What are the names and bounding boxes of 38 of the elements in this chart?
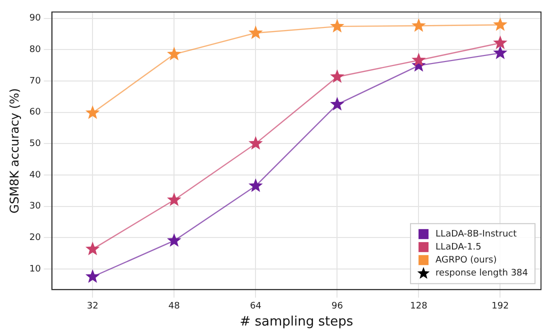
legend-label: LLaDA-1.5	[436, 242, 482, 252]
point	[330, 96, 344, 110]
y-axis-title: GSM8K accuracy (%)	[7, 88, 22, 214]
annotation: response length 384	[436, 268, 528, 278]
x-tick-label: 48	[168, 301, 180, 312]
point	[412, 52, 426, 66]
x-tick-label: 192	[492, 301, 509, 312]
point	[248, 178, 263, 192]
x-axis-title: # sampling steps	[240, 314, 354, 330]
point	[330, 69, 344, 83]
y-tick-label: 30	[29, 202, 42, 212]
y-tick-label: 60	[29, 108, 42, 118]
point	[493, 46, 508, 60]
legend-label: LLaDA-8B-Instruct	[436, 229, 518, 240]
point	[85, 269, 100, 283]
x-tick-label: 32	[86, 301, 98, 312]
x-tick-label: 128	[410, 301, 428, 312]
point	[167, 192, 182, 206]
point	[85, 242, 100, 256]
x-tick-label: 96	[331, 301, 344, 312]
y-tick-label: 50	[29, 138, 42, 149]
y-tick-label: 40	[29, 170, 42, 180]
point	[248, 136, 263, 150]
point	[248, 25, 263, 40]
point	[493, 36, 508, 50]
point	[493, 17, 508, 31]
point	[85, 105, 100, 119]
point	[167, 233, 182, 247]
y-tick-label: 80	[29, 44, 42, 55]
x-tick-label: 64	[250, 301, 262, 312]
point	[167, 46, 182, 60]
y-tick-label: 20	[29, 232, 42, 243]
y-tick-label: 10	[29, 264, 42, 274]
y-tick-label: 70	[29, 76, 42, 86]
point	[330, 18, 344, 32]
point	[412, 18, 426, 32]
legend-label: AGRPO (ours)	[436, 255, 497, 266]
y-tick-label: 90	[29, 14, 42, 24]
